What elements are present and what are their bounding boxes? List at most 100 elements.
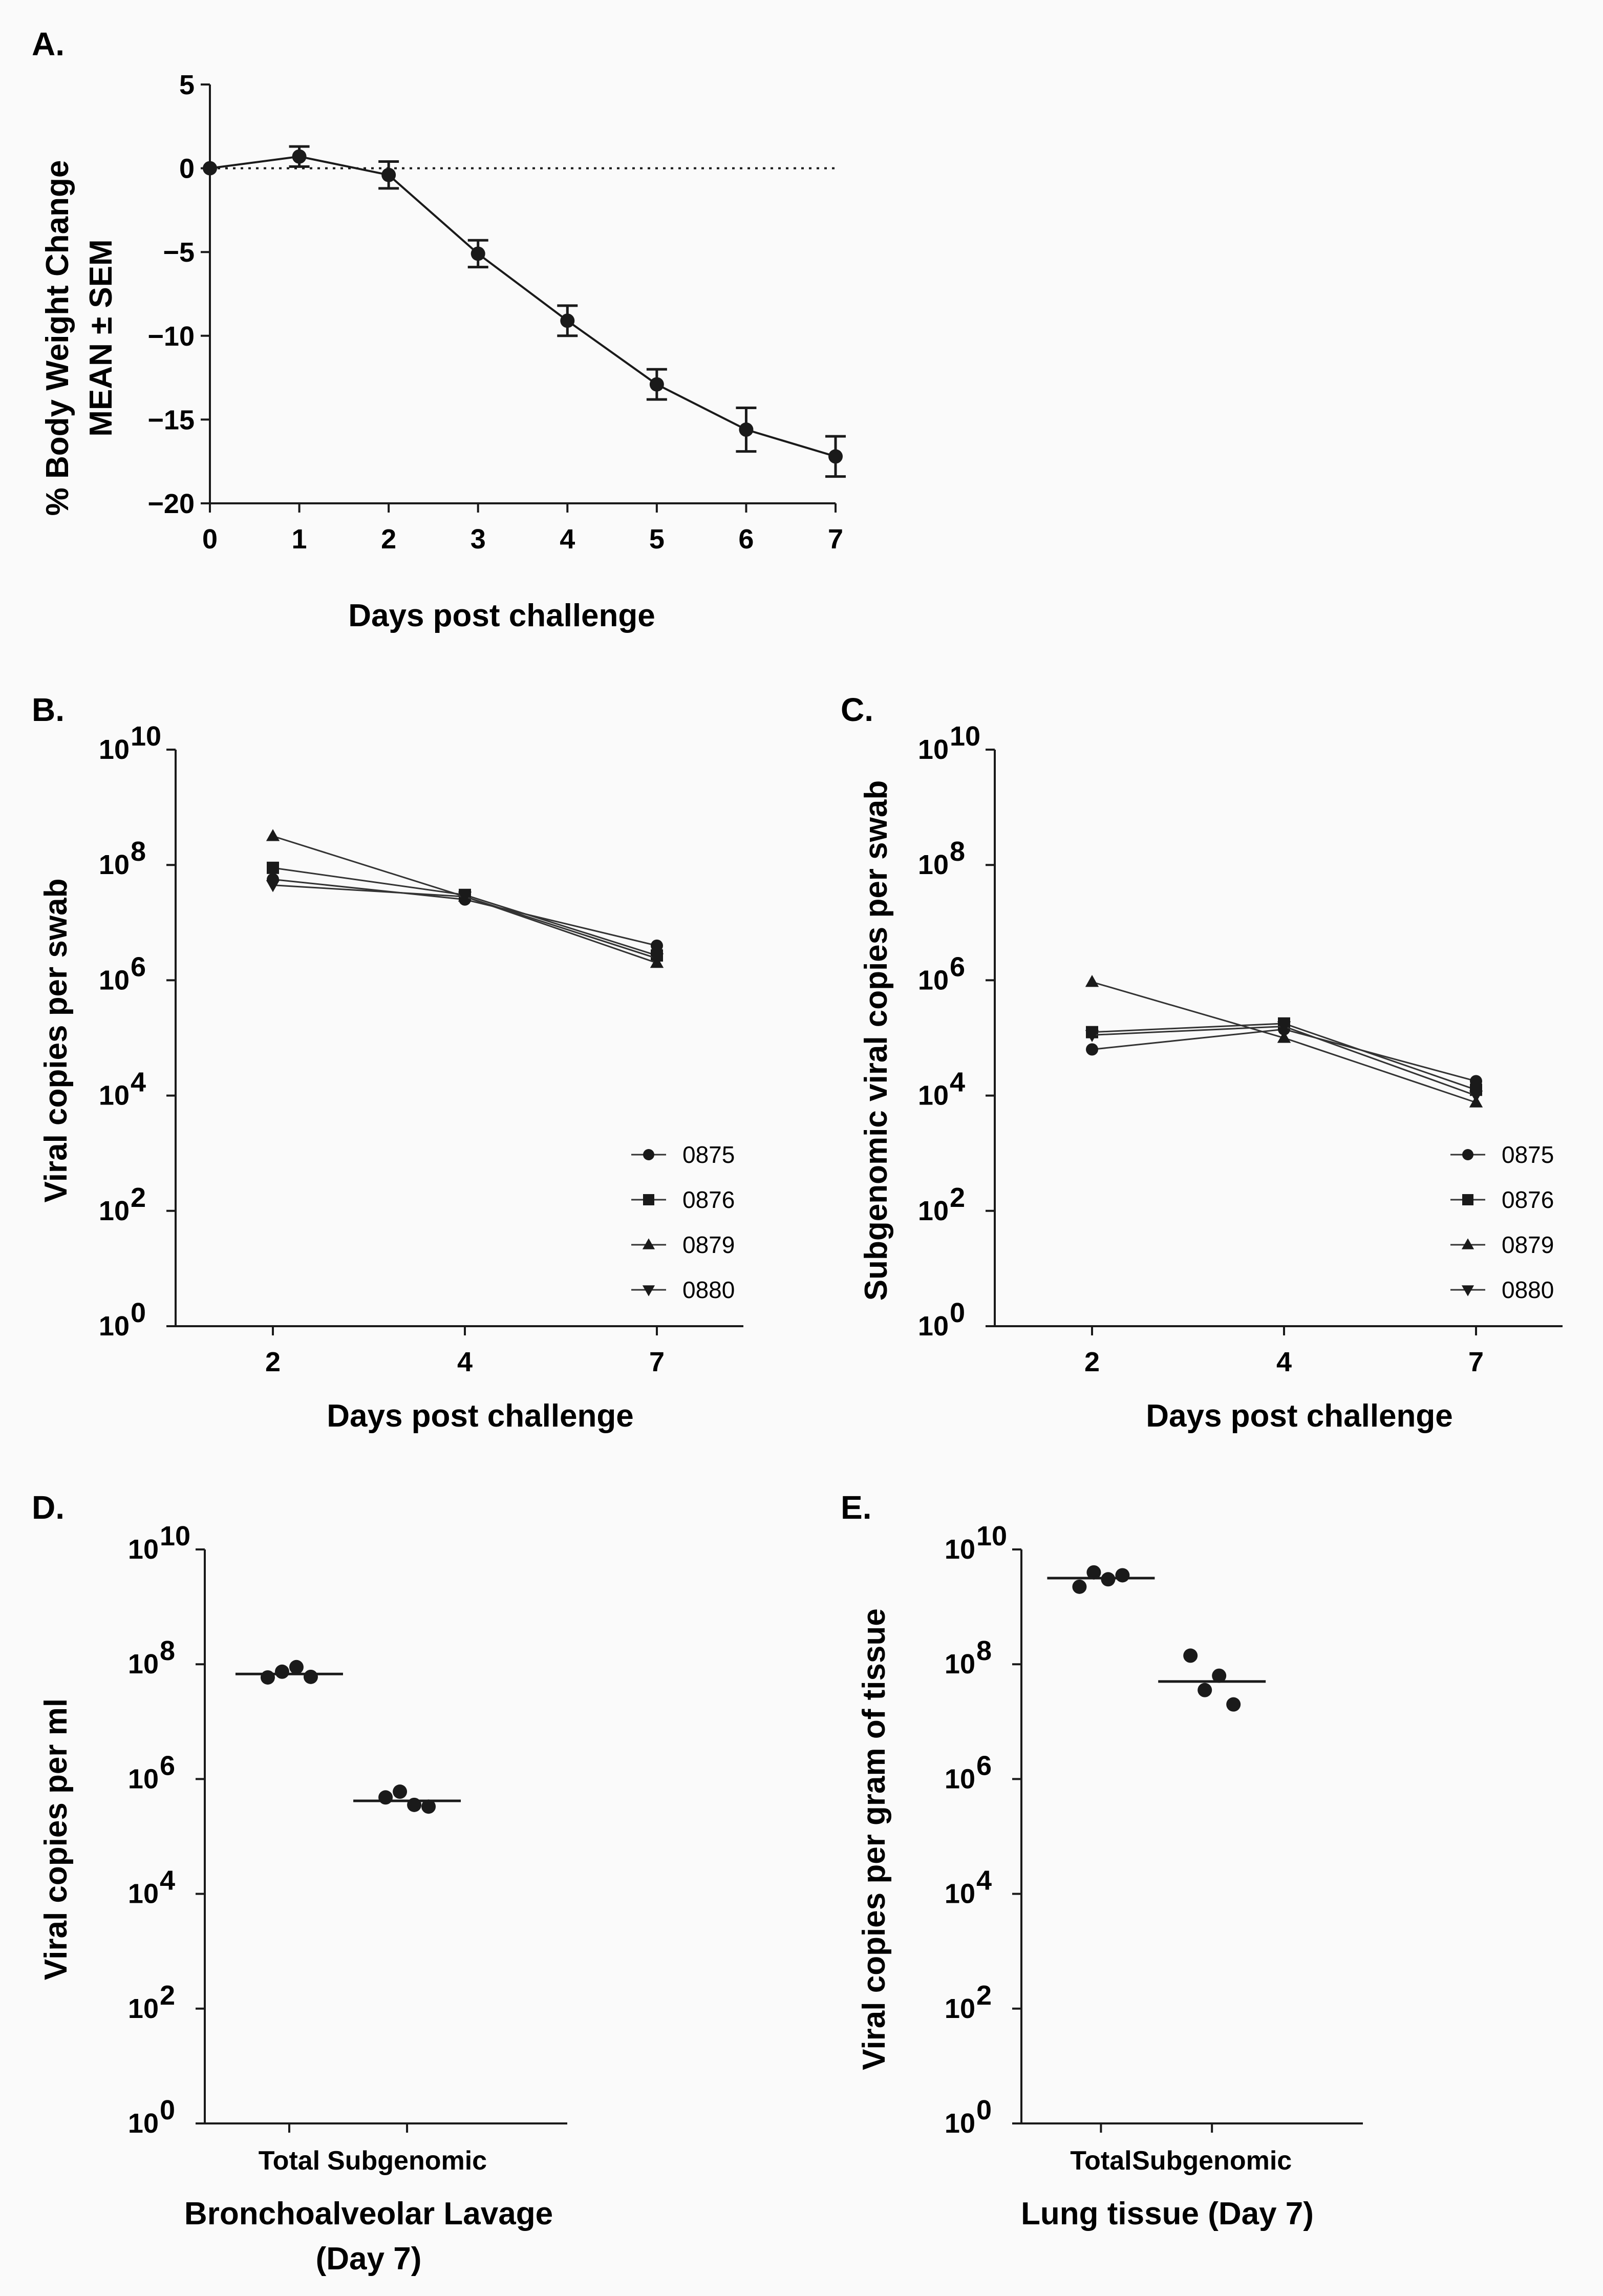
y-tick-label-base: 10 <box>918 1080 949 1111</box>
panel-c-label: C. <box>841 691 873 728</box>
legend-marker <box>643 1194 654 1205</box>
panel-d-ylabel: Viral copies per ml <box>38 1698 74 1980</box>
x-tick-label: 6 <box>738 524 754 555</box>
y-tick-label: −20 <box>147 488 195 519</box>
data-point <box>649 377 664 392</box>
y-tick-label-base: 10 <box>99 734 130 765</box>
x-tick-label: 1 <box>292 524 307 555</box>
y-tick-label-exponent: 4 <box>160 1865 175 1896</box>
y-tick-label-exponent: 2 <box>976 1980 992 2011</box>
category-label: Subgenomic <box>327 2146 487 2176</box>
data-point <box>1085 974 1099 987</box>
legend-marker <box>1461 1285 1474 1296</box>
y-tick-label-base: 10 <box>945 1879 975 1909</box>
data-point <box>1212 1668 1227 1683</box>
x-tick-label: 7 <box>1468 1347 1484 1377</box>
data-point <box>303 1669 318 1684</box>
panel-c-xlabel: Days post challenge <box>1146 1398 1453 1434</box>
data-point <box>1183 1648 1198 1663</box>
y-tick-label-exponent: 4 <box>976 1865 992 1896</box>
y-tick-label-exponent: 0 <box>950 1298 965 1328</box>
y-tick-label-exponent: 10 <box>131 721 161 752</box>
y-tick-label: −15 <box>147 405 195 435</box>
y-tick-label-base: 10 <box>128 2108 159 2139</box>
legend-label: 0879 <box>1502 1231 1554 1258</box>
y-tick-label-base: 10 <box>99 1196 130 1226</box>
data-point <box>1086 1565 1101 1580</box>
y-tick-label: −10 <box>147 321 195 352</box>
y-tick-label-exponent: 2 <box>160 1980 175 2011</box>
data-point <box>1277 1021 1291 1034</box>
panel-e-xlabel: Lung tissue (Day 7) <box>1021 2196 1314 2231</box>
y-tick-label-exponent: 10 <box>950 721 980 752</box>
y-tick-label-exponent: 4 <box>950 1067 965 1098</box>
x-tick-label: 5 <box>649 524 665 555</box>
x-tick-label: 4 <box>560 524 575 555</box>
legend-marker <box>1462 1194 1473 1205</box>
panel-a-axes: 50−5−10−15−200 1 2 3 4 5 6 7 <box>147 70 846 555</box>
data-point <box>289 1660 304 1674</box>
data-point <box>1198 1683 1212 1697</box>
data-point <box>1101 1572 1116 1587</box>
y-tick-label-exponent: 0 <box>976 2095 992 2125</box>
data-point <box>560 313 575 328</box>
y-tick-label-exponent: 6 <box>950 951 965 982</box>
y-tick-label-base: 10 <box>918 1196 949 1226</box>
y-tick-label: −5 <box>163 237 195 268</box>
legend-marker <box>1461 1238 1474 1249</box>
y-tick-label-exponent: 0 <box>160 2095 175 2125</box>
legend-marker <box>643 1149 654 1160</box>
y-tick-label-base: 10 <box>918 1311 949 1342</box>
panel-a: A. 50−5−10−15−200 1 2 3 4 5 6 7 Days post chall… <box>32 26 846 633</box>
data-point <box>1115 1568 1130 1583</box>
y-tick-label-exponent: 10 <box>160 1521 190 1551</box>
y-tick-label-base: 10 <box>128 1534 159 1565</box>
legend-marker <box>642 1285 655 1296</box>
panel-a-ylabel-line1: % Body Weight Change <box>40 160 75 516</box>
y-tick-label-base: 10 <box>99 849 130 880</box>
data-point <box>407 1797 422 1812</box>
data-point <box>1226 1697 1241 1712</box>
y-tick-label-exponent: 8 <box>976 1635 992 1666</box>
y-tick-label-base: 10 <box>128 1763 159 1794</box>
y-tick-label-exponent: 0 <box>131 1298 146 1328</box>
panel-e-label: E. <box>841 1489 871 1526</box>
panel-b-ylabel: Viral copies per swab <box>38 879 74 1203</box>
mean-line <box>209 155 836 458</box>
y-tick-label-base: 10 <box>945 1649 975 1680</box>
data-point <box>1086 1043 1098 1056</box>
data-point <box>381 167 396 182</box>
y-tick-label-base: 10 <box>128 1993 159 2024</box>
x-tick-label: 7 <box>828 524 843 555</box>
data-point <box>267 861 279 874</box>
x-tick-label: 3 <box>471 524 486 555</box>
y-tick-label-base: 10 <box>128 1879 159 1909</box>
y-tick-label-base: 10 <box>945 2108 975 2139</box>
panel-d-label: D. <box>32 1489 65 1526</box>
legend-label: 0880 <box>682 1277 735 1303</box>
x-tick-label: 4 <box>1276 1347 1292 1377</box>
legend-label: 0879 <box>682 1231 735 1258</box>
y-tick-label-exponent: 6 <box>976 1750 992 1781</box>
data-point <box>1072 1579 1087 1594</box>
panel-e-ylabel: Viral copies per gram of tissue <box>857 1608 892 2070</box>
category-label: Subgenomic <box>1132 2146 1292 2176</box>
y-tick-label-exponent: 6 <box>160 1750 175 1781</box>
data-point <box>471 246 485 261</box>
data-point <box>651 939 663 952</box>
data-point <box>1277 1031 1291 1043</box>
data-point <box>266 880 280 892</box>
data-point <box>739 422 754 437</box>
legend-label: 0876 <box>682 1186 735 1213</box>
data-point <box>458 891 472 904</box>
x-tick-label: 4 <box>457 1347 473 1377</box>
data-point <box>421 1799 436 1814</box>
y-tick-label-base: 10 <box>918 965 949 995</box>
